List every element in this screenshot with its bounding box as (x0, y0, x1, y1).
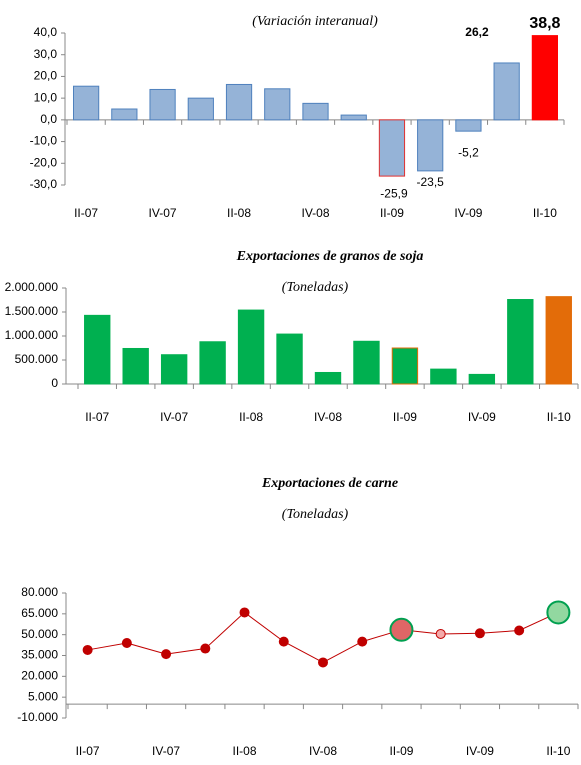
bar (237, 309, 265, 385)
bar (468, 373, 496, 385)
x-tick-label: IV-08 (309, 744, 337, 758)
bar (493, 62, 520, 121)
bar (353, 340, 380, 385)
chart-subtitle: (Toneladas) (282, 280, 349, 295)
bar (430, 368, 457, 385)
y-tick-label: 35.000 (21, 648, 58, 662)
x-tick-label: II-08 (227, 206, 251, 220)
x-tick-label: IV-09 (466, 744, 494, 758)
bar (122, 347, 149, 385)
bar (199, 341, 226, 385)
value-label: -23,5 (417, 175, 445, 189)
y-tick-label: 0 (51, 376, 58, 390)
y-tick-label: 20,0 (34, 69, 58, 83)
x-tick-label: II-10 (547, 410, 571, 424)
x-tick-label: IV-08 (314, 410, 342, 424)
x-tick-label: II-10 (533, 206, 557, 220)
chart-title: Exportaciones de granos de soja (236, 249, 424, 264)
bar (455, 119, 482, 132)
y-tick-label: 0,0 (40, 112, 57, 126)
bar (72, 85, 100, 121)
point (121, 638, 132, 648)
x-tick-label: IV-08 (301, 206, 329, 220)
point (318, 657, 328, 668)
value-label: 26,2 (465, 25, 489, 39)
bar (378, 119, 406, 177)
y-tick-label: 1.000.000 (5, 328, 59, 342)
x-tick-label: II-10 (546, 744, 570, 758)
bar (507, 299, 534, 385)
x-tick-label: II-07 (76, 744, 100, 758)
x-tick-label: IV-09 (454, 206, 482, 220)
value-label: -5,2 (458, 145, 479, 159)
value-label: -25,9 (380, 186, 408, 200)
x-tick-label: II-09 (389, 744, 413, 758)
x-tick-label: IV-07 (149, 206, 177, 220)
bar (264, 88, 291, 121)
y-tick-label: 40,0 (34, 25, 58, 39)
bar (149, 88, 176, 121)
y-tick-label: -10,0 (30, 134, 58, 148)
x-tick-label: IV-07 (152, 744, 180, 758)
chart-subtitle: (Toneladas) (282, 507, 349, 522)
x-tick-label: II-07 (74, 206, 98, 220)
x-tick-label: II-09 (380, 206, 404, 220)
y-tick-label: 1.500.000 (5, 304, 59, 318)
bar (160, 354, 188, 385)
bar (111, 108, 138, 121)
y-tick-label: 30,0 (34, 47, 58, 61)
bar (545, 296, 572, 385)
chart-subtitle: (Variación interanual) (252, 14, 378, 29)
y-tick-label: -10.000 (17, 710, 58, 724)
y-tick-label: 5.000 (28, 689, 58, 703)
point (161, 649, 172, 660)
x-tick-label: II-09 (393, 410, 417, 424)
bar (417, 119, 444, 172)
x-tick-label: II-08 (239, 410, 263, 424)
point (474, 628, 485, 639)
y-tick-label: 500.000 (15, 352, 59, 366)
y-tick-label: 80.000 (21, 585, 58, 599)
point (389, 617, 414, 642)
line (87, 611, 559, 664)
point (200, 643, 211, 654)
point (514, 625, 525, 636)
bar (84, 314, 111, 385)
bar (302, 102, 329, 121)
bar (391, 347, 419, 385)
y-tick-label: 10,0 (34, 90, 58, 104)
point (82, 644, 93, 655)
y-tick-label: 50.000 (21, 627, 58, 641)
bar (187, 97, 214, 121)
bar (225, 83, 253, 121)
x-tick-label: IV-09 (468, 410, 496, 424)
y-tick-label: -20,0 (30, 155, 58, 169)
bar (276, 333, 303, 385)
point (546, 600, 571, 625)
point (239, 607, 250, 618)
y-tick-label: 65.000 (21, 606, 58, 620)
bar (531, 35, 559, 121)
value-label: 38,8 (529, 15, 560, 32)
x-tick-label: II-08 (233, 744, 257, 758)
x-tick-label: IV-07 (160, 410, 188, 424)
point (357, 636, 368, 647)
bar (340, 114, 367, 121)
y-tick-label: 2.000.000 (5, 280, 59, 294)
point (435, 628, 446, 639)
chart-title: Exportaciones de carne (261, 476, 398, 491)
bar (314, 371, 342, 385)
y-tick-label: -30,0 (30, 177, 58, 191)
y-tick-label: 20.000 (21, 669, 58, 683)
x-tick-label: II-07 (85, 410, 109, 424)
point (278, 636, 289, 647)
